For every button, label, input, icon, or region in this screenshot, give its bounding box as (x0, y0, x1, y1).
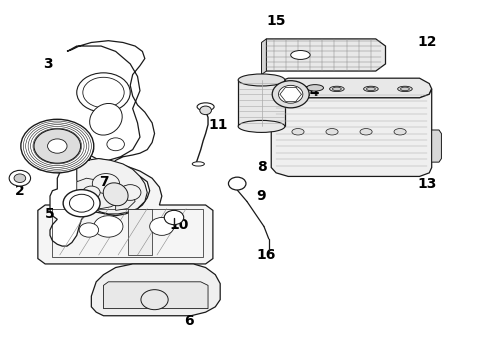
Circle shape (82, 186, 100, 199)
Circle shape (79, 144, 94, 155)
Ellipse shape (366, 87, 374, 91)
Text: 1: 1 (52, 130, 62, 144)
Text: 4: 4 (81, 150, 91, 164)
Polygon shape (103, 282, 207, 309)
Circle shape (94, 216, 122, 237)
Ellipse shape (192, 162, 204, 166)
Circle shape (141, 290, 168, 310)
Circle shape (200, 106, 211, 114)
Polygon shape (50, 41, 154, 246)
Ellipse shape (298, 87, 306, 91)
Ellipse shape (329, 86, 344, 91)
Ellipse shape (238, 74, 285, 86)
Circle shape (21, 119, 94, 173)
Text: 2: 2 (15, 184, 25, 198)
Ellipse shape (291, 129, 304, 135)
Ellipse shape (400, 87, 408, 91)
Circle shape (164, 210, 183, 225)
Circle shape (92, 174, 119, 194)
Circle shape (47, 139, 67, 153)
Text: 12: 12 (416, 36, 436, 49)
Text: 9: 9 (256, 189, 266, 203)
Circle shape (77, 73, 130, 112)
Ellipse shape (238, 120, 285, 132)
Ellipse shape (393, 129, 406, 135)
Polygon shape (261, 39, 266, 75)
Text: 7: 7 (99, 175, 108, 189)
Polygon shape (431, 130, 441, 162)
Ellipse shape (397, 86, 411, 91)
Ellipse shape (103, 183, 128, 206)
Circle shape (14, 174, 26, 183)
Circle shape (149, 217, 174, 235)
Ellipse shape (332, 87, 341, 91)
Text: 8: 8 (256, 161, 266, 175)
Circle shape (228, 177, 245, 190)
Ellipse shape (306, 85, 323, 91)
Text: 13: 13 (416, 176, 436, 190)
Circle shape (69, 194, 94, 212)
Polygon shape (38, 160, 212, 264)
Circle shape (9, 170, 30, 186)
Ellipse shape (290, 50, 309, 59)
Ellipse shape (325, 129, 337, 135)
Polygon shape (116, 187, 135, 210)
Text: 11: 11 (207, 118, 227, 132)
Circle shape (34, 129, 81, 163)
Circle shape (79, 223, 99, 237)
Polygon shape (77, 158, 147, 214)
Polygon shape (77, 178, 120, 208)
Circle shape (278, 85, 302, 103)
Polygon shape (91, 264, 220, 316)
Ellipse shape (363, 86, 377, 91)
Ellipse shape (295, 86, 309, 91)
Text: 3: 3 (42, 57, 52, 71)
Polygon shape (271, 89, 431, 176)
Polygon shape (238, 80, 285, 126)
Polygon shape (127, 208, 152, 255)
Circle shape (107, 138, 124, 151)
Text: 15: 15 (266, 14, 285, 28)
Ellipse shape (89, 103, 122, 135)
Polygon shape (271, 78, 431, 98)
Polygon shape (266, 39, 385, 71)
Ellipse shape (197, 103, 214, 111)
Text: 10: 10 (169, 218, 188, 231)
Text: 14: 14 (300, 85, 319, 99)
Text: 6: 6 (183, 314, 193, 328)
Circle shape (272, 81, 308, 108)
Circle shape (119, 185, 141, 201)
Circle shape (63, 190, 100, 217)
Text: 16: 16 (256, 248, 276, 262)
Text: 5: 5 (45, 207, 55, 221)
Ellipse shape (359, 129, 371, 135)
